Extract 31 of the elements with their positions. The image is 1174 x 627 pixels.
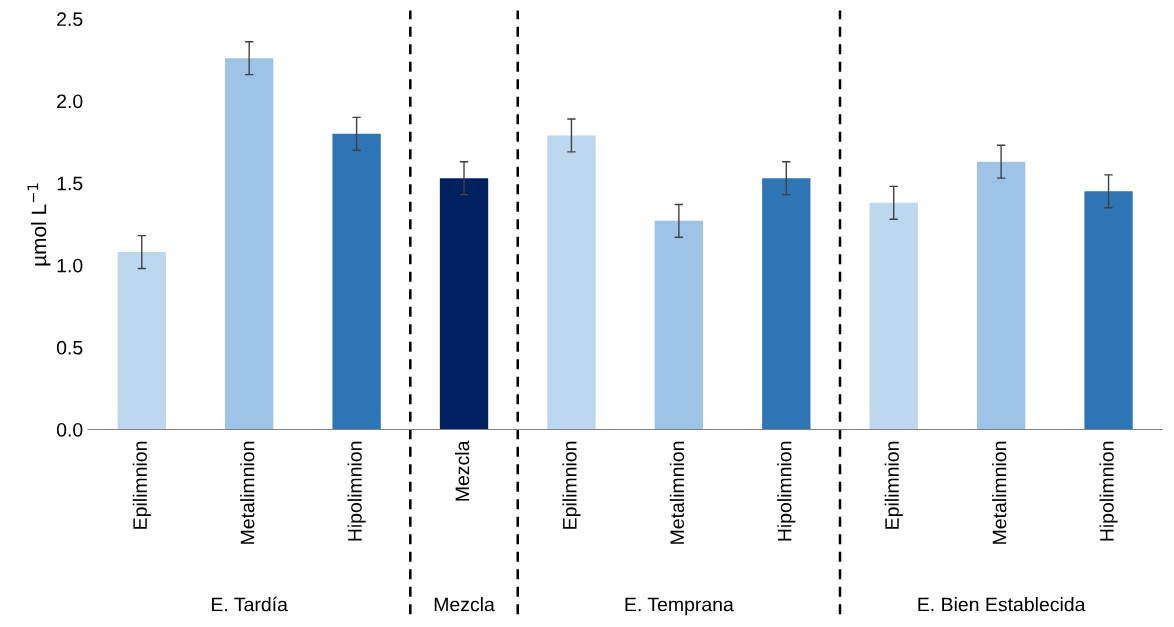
y-tick-label: 2.5 xyxy=(57,12,83,27)
text: E. Tardía xyxy=(212,596,288,612)
text: Mezcla xyxy=(434,597,495,612)
x-tick-label: Metalimnion xyxy=(669,441,685,544)
text: E. Temprana xyxy=(625,597,734,616)
y-tick-label: 1.0 xyxy=(57,258,83,273)
bar xyxy=(654,220,704,430)
y-tick-label: 0.0 xyxy=(56,422,83,437)
bar xyxy=(976,161,1026,430)
y-tick-label: 2.0 xyxy=(57,94,83,109)
x-tick-label: Epilimnion xyxy=(132,441,151,529)
x-tick-label: Epilimnion xyxy=(884,441,903,529)
x-tick-label: Metalimnion xyxy=(992,441,1007,544)
x-tick-label: Hipolimnion xyxy=(777,441,796,541)
bar xyxy=(439,178,489,430)
bar xyxy=(547,135,596,430)
bar xyxy=(762,178,811,430)
bar xyxy=(332,133,381,430)
text: E. Bien Establecida xyxy=(918,597,1086,612)
bar xyxy=(225,58,274,430)
x-tick-label: Hipolimnion xyxy=(347,441,366,541)
bar xyxy=(117,252,166,430)
y-tick-label: 0.5 xyxy=(56,340,83,355)
y-tick-label: 1.5 xyxy=(57,176,83,191)
x-tick-label: Metalimnion xyxy=(240,441,255,544)
bar xyxy=(869,202,918,430)
x-tick-label: Mezcla xyxy=(454,440,470,501)
x-tick-label: Epilimnion xyxy=(562,441,581,529)
x-tick-label: Hipolimnion xyxy=(1099,441,1118,541)
bar xyxy=(1084,191,1133,430)
y-axis-title: µmol L$^{−1}$ xyxy=(27,183,51,266)
